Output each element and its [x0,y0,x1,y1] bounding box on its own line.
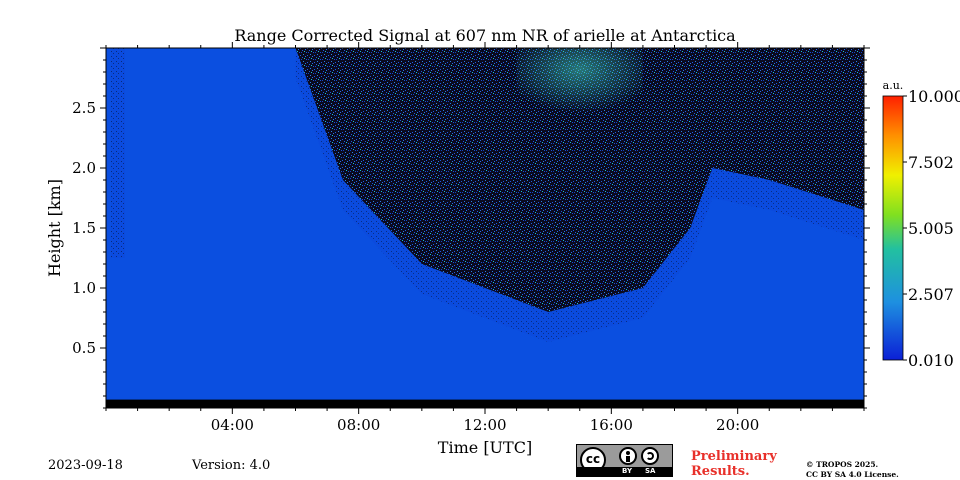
cc-license-badge: cc BY SA [576,444,673,477]
x-tick-label: 16:00 [590,416,633,434]
x-tick-label: 12:00 [463,416,506,434]
sa-icon [641,447,659,465]
copyright-line2: CC BY SA 4.0 License. [806,470,899,479]
colorbar-gradient [882,95,904,361]
copyright-note: © TROPOS 2025. CC BY SA 4.0 License. [806,460,899,480]
x-tick-label: 20:00 [716,416,759,434]
x-axis-labels: 04:00 08:00 12:00 16:00 20:00 [211,416,760,434]
colorbar: a.u. 0.010 2.507 5.005 7.502 10.000 [882,79,960,370]
y-tick-label: 1.0 [72,279,96,297]
x-tick-label: 04:00 [211,416,254,434]
colorbar-tick-label: 10.000 [908,87,960,106]
plot-area [105,47,865,409]
y-tick-label: 1.5 [72,219,96,237]
y-axis-labels: 0.5 1.0 1.5 2.0 2.5 [72,99,96,357]
cc-by-label: BY [622,467,633,475]
measurement-date: 2023-09-18 [48,458,123,473]
colorbar-unit: a.u. [883,79,904,92]
preliminary-line2: Results. [691,464,750,479]
by-icon [619,447,637,465]
x-axis-title: Time [UTC] [438,438,532,457]
y-axis-ticks [100,47,870,409]
preliminary-line1: Preliminary [691,449,777,464]
left-speckle-column [111,48,125,258]
y-tick-label: 2.0 [72,159,96,177]
colorbar-tick-label: 2.507 [908,285,954,304]
preliminary-results-note: Preliminary Results. [691,449,777,479]
noise-region [295,48,864,312]
version-label: Version: 4.0 [192,458,271,473]
cc-badge-footer: BY SA [577,467,672,476]
missing-data-band [106,399,864,408]
y-tick-label: 2.5 [72,99,96,117]
copyright-line1: © TROPOS 2025. [806,460,879,469]
x-axis-ticks [105,42,865,414]
y-tick-label: 0.5 [72,339,96,357]
transition-band [295,48,864,342]
x-tick-label: 08:00 [337,416,380,434]
high-signal-patch [516,48,643,120]
chart-title: Range Corrected Signal at 607 nm NR of a… [234,26,736,45]
colorbar-tick-label: 5.005 [908,219,954,238]
colorbar-tick-label: 0.010 [908,351,954,370]
y-axis-title: Height [km] [45,179,64,277]
colorbar-ticks: 0.010 2.507 5.005 7.502 10.000 [903,87,960,370]
cc-sa-label: SA [645,467,656,475]
colorbar-tick-label: 7.502 [908,153,954,172]
